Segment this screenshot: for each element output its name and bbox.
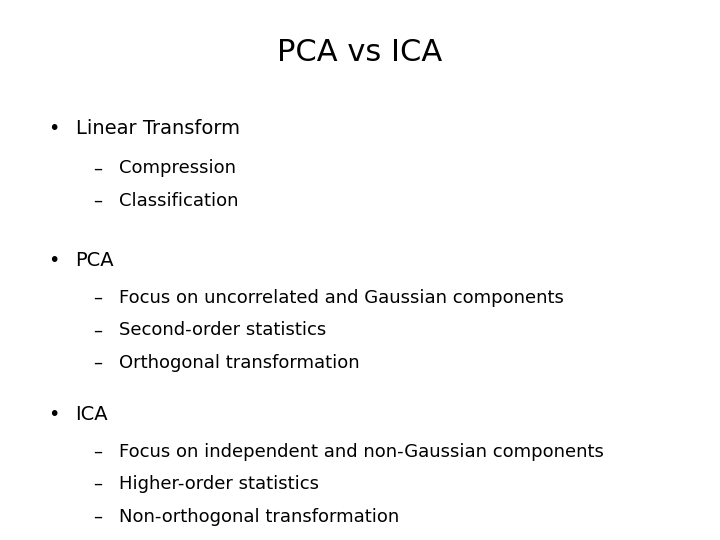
Text: Second-order statistics: Second-order statistics	[119, 321, 326, 339]
Text: Focus on independent and non-Gaussian components: Focus on independent and non-Gaussian co…	[119, 443, 603, 461]
Text: –: –	[93, 508, 102, 525]
Text: ICA: ICA	[76, 405, 108, 424]
Text: Orthogonal transformation: Orthogonal transformation	[119, 354, 359, 372]
Text: Non-orthogonal transformation: Non-orthogonal transformation	[119, 508, 399, 525]
Text: Focus on uncorrelated and Gaussian components: Focus on uncorrelated and Gaussian compo…	[119, 289, 564, 307]
Text: Higher-order statistics: Higher-order statistics	[119, 475, 319, 493]
Text: –: –	[93, 354, 102, 372]
Text: •: •	[48, 119, 60, 138]
Text: Compression: Compression	[119, 159, 236, 177]
Text: Classification: Classification	[119, 192, 238, 210]
Text: –: –	[93, 289, 102, 307]
Text: PCA: PCA	[76, 251, 114, 270]
Text: PCA vs ICA: PCA vs ICA	[277, 38, 443, 67]
Text: •: •	[48, 405, 60, 424]
Text: –: –	[93, 443, 102, 461]
Text: –: –	[93, 475, 102, 493]
Text: Linear Transform: Linear Transform	[76, 119, 240, 138]
Text: –: –	[93, 192, 102, 210]
Text: –: –	[93, 321, 102, 339]
Text: –: –	[93, 159, 102, 177]
Text: •: •	[48, 251, 60, 270]
